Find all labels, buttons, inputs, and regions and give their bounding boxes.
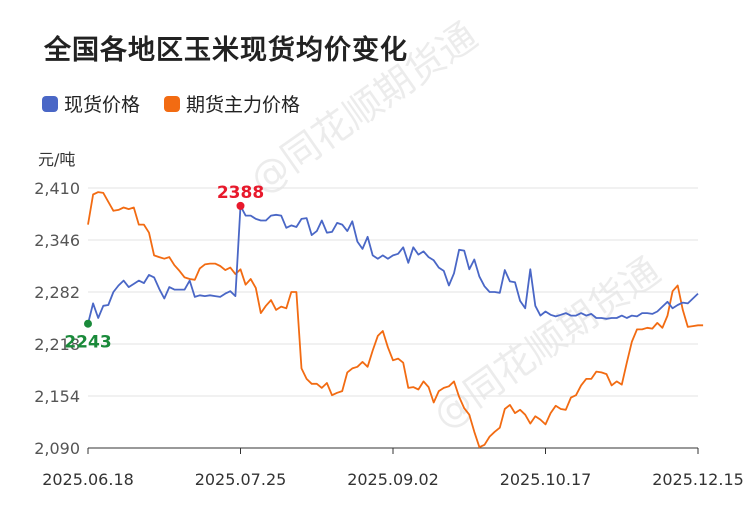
max-value-label: 2388: [217, 183, 264, 203]
min-value-label: 2243: [64, 333, 111, 353]
y-tick-label: 2,090: [34, 439, 80, 458]
watermark-top: @同花顺期货通: [242, 14, 485, 203]
y-tick-label: 2,154: [34, 387, 80, 406]
x-tick-label: 2025.07.25: [195, 470, 287, 489]
x-tick-label: 2025.12.15: [652, 470, 744, 489]
chart-title: 全国各地区玉米现货均价变化: [44, 35, 408, 66]
x-tick-label: 2025.06.18: [42, 470, 134, 489]
series-line-futures[interactable]: [87, 191, 704, 449]
series-line-spot[interactable]: [87, 204, 699, 324]
legend-label-spot: 现货价格: [64, 94, 141, 116]
max-point-marker: [236, 201, 245, 210]
y-tick-label: 2,346: [34, 231, 80, 250]
y-axis-unit: 元/吨: [38, 150, 76, 169]
legend-swatch-futures: [164, 95, 181, 112]
legend-swatch-spot: [42, 95, 58, 112]
y-tick-label: 2,218: [34, 335, 80, 354]
legend-item-spot[interactable]: 现货价格: [42, 90, 140, 117]
y-tick-label: 2,410: [34, 179, 80, 198]
legend-item-futures[interactable]: 期货主力价格: [164, 90, 300, 117]
x-tick-label: 2025.09.02: [347, 470, 439, 489]
min-point-marker: [84, 319, 92, 328]
legend: 现货价格 期货主力价格: [42, 90, 300, 117]
x-tick-label: 2025.10.17: [500, 470, 592, 489]
legend-label-futures: 期货主力价格: [186, 94, 301, 116]
y-tick-label: 2,282: [34, 283, 80, 302]
